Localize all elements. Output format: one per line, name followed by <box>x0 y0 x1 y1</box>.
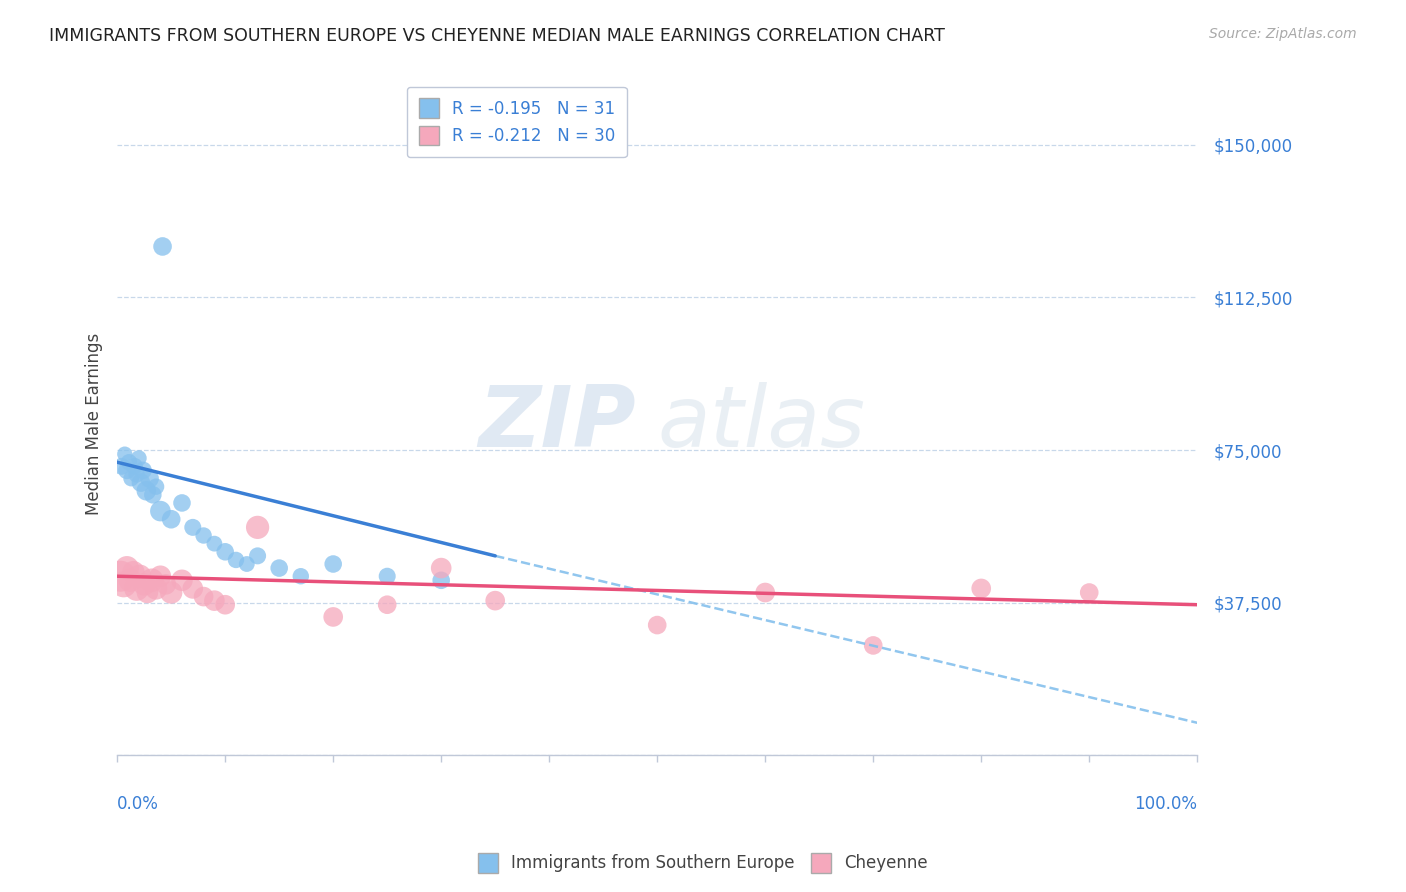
Text: ZIP: ZIP <box>478 382 636 465</box>
Point <box>122 565 145 579</box>
Point <box>193 528 215 542</box>
Legend: R = -0.195   N = 31, R = -0.212   N = 30: R = -0.195 N = 31, R = -0.212 N = 30 <box>406 87 627 157</box>
Text: IMMIGRANTS FROM SOUTHERN EUROPE VS CHEYENNE MEDIAN MALE EARNINGS CORRELATION CHA: IMMIGRANTS FROM SOUTHERN EUROPE VS CHEYE… <box>49 27 945 45</box>
Point <box>136 585 159 599</box>
Point <box>120 574 142 588</box>
Point <box>322 557 344 571</box>
Point <box>141 574 163 588</box>
Point <box>128 569 150 583</box>
Point <box>375 598 398 612</box>
Point <box>149 569 172 583</box>
Point <box>290 569 312 583</box>
Point <box>246 520 269 534</box>
Text: atlas: atlas <box>657 382 865 465</box>
Point <box>152 239 174 253</box>
Point <box>1078 585 1101 599</box>
Point <box>155 577 177 591</box>
Point <box>246 549 269 563</box>
Point <box>128 451 150 466</box>
Point <box>115 463 138 477</box>
Point <box>193 590 215 604</box>
Point <box>970 582 993 596</box>
Point <box>214 545 236 559</box>
Point <box>115 561 138 575</box>
Point <box>124 459 146 474</box>
Point <box>225 553 247 567</box>
Point <box>202 536 225 550</box>
Point <box>112 577 135 591</box>
Point <box>862 639 884 653</box>
Point <box>134 577 156 591</box>
Legend: Immigrants from Southern Europe, Cheyenne: Immigrants from Southern Europe, Cheyenn… <box>471 847 935 880</box>
Point <box>170 574 193 588</box>
Point <box>145 582 167 596</box>
Point <box>129 475 152 490</box>
Point <box>181 582 204 596</box>
Point <box>322 610 344 624</box>
Point <box>135 483 157 498</box>
Point <box>120 471 142 485</box>
Text: Source: ZipAtlas.com: Source: ZipAtlas.com <box>1209 27 1357 41</box>
Point <box>202 593 225 607</box>
Point <box>114 447 136 461</box>
Point <box>484 593 506 607</box>
Point <box>110 569 132 583</box>
Point <box>236 557 259 571</box>
Point <box>269 561 291 575</box>
Point <box>110 459 132 474</box>
Point <box>645 618 668 632</box>
Point <box>170 496 193 510</box>
Point <box>138 471 160 485</box>
Point <box>754 585 776 599</box>
Text: 100.0%: 100.0% <box>1135 795 1198 814</box>
Point <box>375 569 398 583</box>
Point <box>125 582 148 596</box>
Point <box>160 512 183 526</box>
Point <box>118 455 141 469</box>
Point <box>181 520 204 534</box>
Point <box>149 504 172 518</box>
Point <box>132 463 155 477</box>
Point <box>145 480 167 494</box>
Point <box>430 574 453 588</box>
Point <box>142 488 165 502</box>
Point <box>430 561 453 575</box>
Point <box>125 467 148 482</box>
Point <box>214 598 236 612</box>
Point <box>160 585 183 599</box>
Text: 0.0%: 0.0% <box>117 795 159 814</box>
Y-axis label: Median Male Earnings: Median Male Earnings <box>86 333 103 515</box>
